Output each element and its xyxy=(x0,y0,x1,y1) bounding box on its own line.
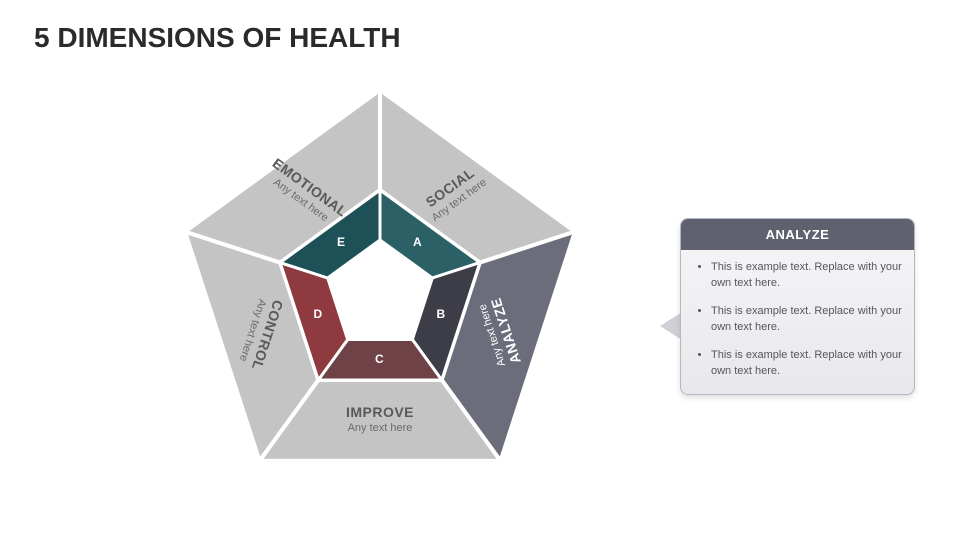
callout-bullet: This is example text. Replace with your … xyxy=(711,348,902,380)
callout-header: ANALYZE xyxy=(681,219,914,250)
pentagon-svg xyxy=(120,70,640,520)
callout-box: ANALYZE This is example text. Replace wi… xyxy=(680,218,915,395)
callout-body: This is example text. Replace with your … xyxy=(681,250,914,394)
pentagon-diagram: SOCIALAny text hereAny text hereANALYZEI… xyxy=(120,70,640,520)
callout-bullet: This is example text. Replace with your … xyxy=(711,260,902,292)
callout-arrow-icon xyxy=(660,312,682,340)
page-title: 5 DIMENSIONS OF HEALTH xyxy=(34,22,401,54)
callout-bullet: This is example text. Replace with your … xyxy=(711,304,902,336)
